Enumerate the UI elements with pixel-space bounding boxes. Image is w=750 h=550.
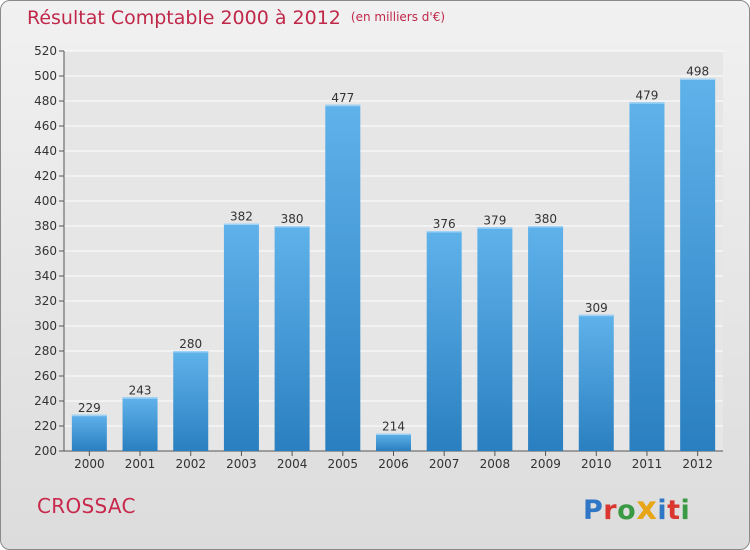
y-tick-label: 500 [34,69,57,83]
chart-title: Résultat Comptable 2000 à 2012 (en millie… [27,7,445,29]
x-tick-label: 2012 [682,457,713,471]
y-tick-label: 320 [34,294,57,308]
bar-value-label: 379 [483,213,506,227]
bar-highlight [325,104,361,107]
x-tick-label: 2009 [530,457,561,471]
bar-highlight [376,433,411,435]
bar-2008 [477,227,513,451]
x-tick-label: 2000 [74,457,105,471]
bar-2007 [426,231,462,451]
commune-name: CROSSAC [37,494,136,518]
x-tick-label: 2006 [378,457,409,471]
x-tick-label: 2002 [175,457,206,471]
chart-title-text: Résultat Comptable 2000 à 2012 [27,7,341,29]
bar-highlight [629,102,665,104]
bar-value-label: 309 [585,301,608,315]
bar-highlight [578,314,614,317]
bar-2012 [680,78,716,451]
y-tick-label: 340 [34,269,57,283]
y-tick-label: 260 [34,369,57,383]
bar-highlight [680,78,716,80]
y-tick-label: 360 [34,244,57,258]
y-tick-label: 420 [34,169,57,183]
logo-letter: i [657,495,668,526]
bar-2004 [274,226,310,451]
bar-2003 [223,223,259,451]
bar-value-label: 479 [636,88,659,102]
x-tick-label: 2003 [226,457,257,471]
x-tick-label: 2011 [632,457,663,471]
y-tick-label: 480 [34,94,57,108]
bar-value-label: 243 [129,383,152,397]
y-tick-label: 200 [34,444,57,458]
x-tick-label: 2008 [480,457,511,471]
bar-value-label: 380 [534,212,557,226]
bar-2001 [122,397,158,451]
bar-highlight [528,226,564,228]
y-tick-label: 380 [34,219,57,233]
logo-letter: t [667,495,681,526]
x-tick-label: 2010 [581,457,612,471]
logo-letter: r [603,495,618,526]
bar-2005 [325,104,361,451]
bar-value-label: 229 [78,401,101,415]
y-tick-label: 300 [34,319,57,333]
bar-2002 [173,351,209,451]
bar-value-label: 280 [179,337,202,351]
y-tick-label: 280 [34,344,57,358]
bar-value-label: 214 [382,420,405,434]
x-tick-label: 2004 [277,457,308,471]
bar-2011 [629,102,665,451]
chart-subtitle: (en milliers d'€) [350,10,446,24]
bar-highlight [426,231,462,233]
y-tick-label: 460 [34,119,57,133]
bar-highlight [173,351,209,353]
y-tick-label: 240 [34,394,57,408]
bar-highlight [122,397,158,399]
proxiti-logo: Proxiti [583,489,690,527]
y-tick-label: 520 [34,44,57,58]
logo-letter: x [636,489,658,527]
bar-highlight [223,223,259,225]
bar-highlight [477,227,513,229]
y-tick-label: 220 [34,419,57,433]
x-tick-label: 2007 [429,457,460,471]
bar-2006 [376,433,411,451]
bar-value-label: 376 [433,217,456,231]
bar-value-label: 380 [281,212,304,226]
bar-2000 [71,414,107,451]
logo-letter: P [583,495,604,526]
x-tick-label: 2005 [328,457,359,471]
bar-value-label: 477 [331,91,354,105]
bar-2009 [528,226,564,451]
logo-letter: i [680,495,691,526]
logo-letter: o [617,495,637,526]
y-tick-label: 400 [34,194,57,208]
x-tick-label: 2001 [125,457,156,471]
bar-highlight [71,414,107,417]
bar-value-label: 498 [686,65,709,79]
bar-highlight [274,226,310,228]
bar-value-label: 382 [230,210,253,224]
y-tick-label: 440 [34,144,57,158]
bar-2010 [578,314,614,451]
